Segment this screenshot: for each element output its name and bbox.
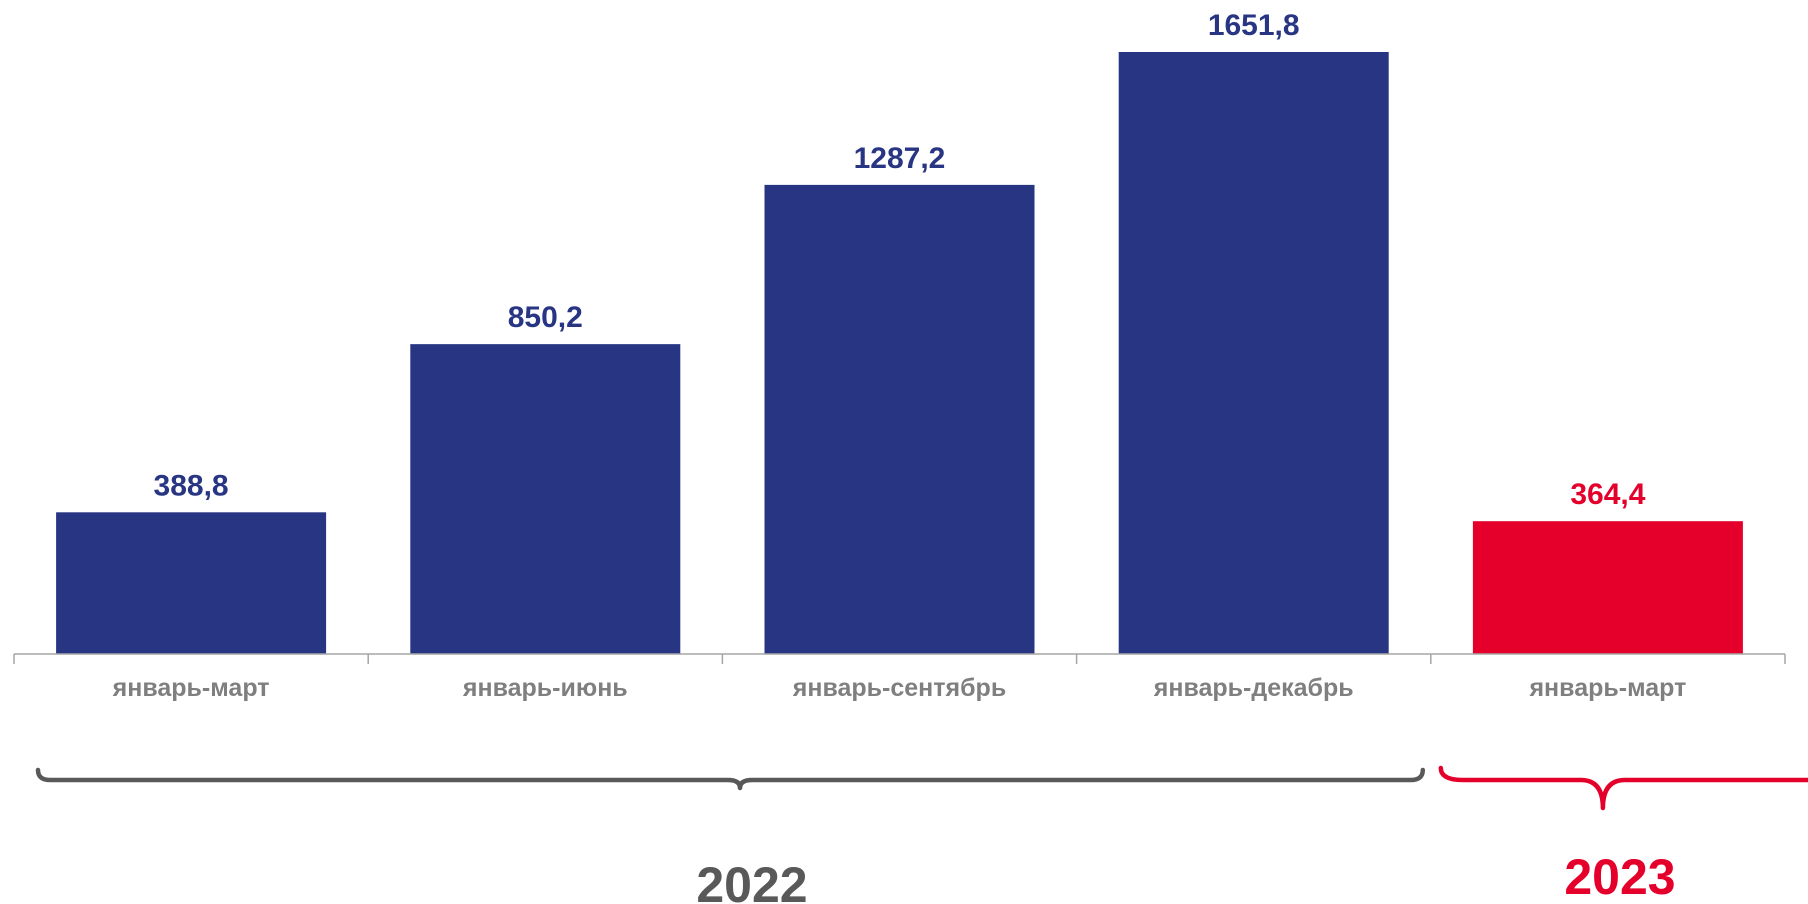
value-labels-layer: 388,8 850,2 1287,2 1651,8 364,4: [154, 9, 1646, 511]
bar-5: [1472, 521, 1743, 654]
x-axis: [13, 653, 1786, 664]
value-label-5: 364,4: [1570, 478, 1645, 511]
category-label-1: январь-март: [112, 674, 270, 702]
category-label-5: январь-март: [1528, 674, 1686, 702]
category-label-4: январь-декабрь: [1153, 674, 1354, 702]
bar-1: [56, 512, 327, 654]
bar-2: [410, 344, 681, 654]
year-groups-layer: 2022 2023: [35, 765, 1808, 904]
value-label-3: 1287,2: [854, 142, 946, 175]
year-label-2023: 2023: [1564, 849, 1675, 904]
year-brace-2023: [1438, 765, 1808, 811]
category-labels-layer: январь-март январь-июнь январь-сентябрь янв…: [112, 674, 1687, 702]
bars-layer: [56, 52, 1743, 655]
category-label-2: январь-июнь: [462, 674, 628, 702]
value-label-1: 388,8: [154, 469, 229, 502]
bar-3: [764, 184, 1035, 655]
year-label-2022: 2022: [696, 857, 807, 904]
value-label-4: 1651,8: [1208, 9, 1300, 42]
bar-4: [1118, 52, 1389, 654]
year-brace-2022: [35, 767, 1426, 791]
value-label-2: 850,2: [508, 301, 583, 334]
category-label-3: январь-сентябрь: [792, 674, 1006, 702]
